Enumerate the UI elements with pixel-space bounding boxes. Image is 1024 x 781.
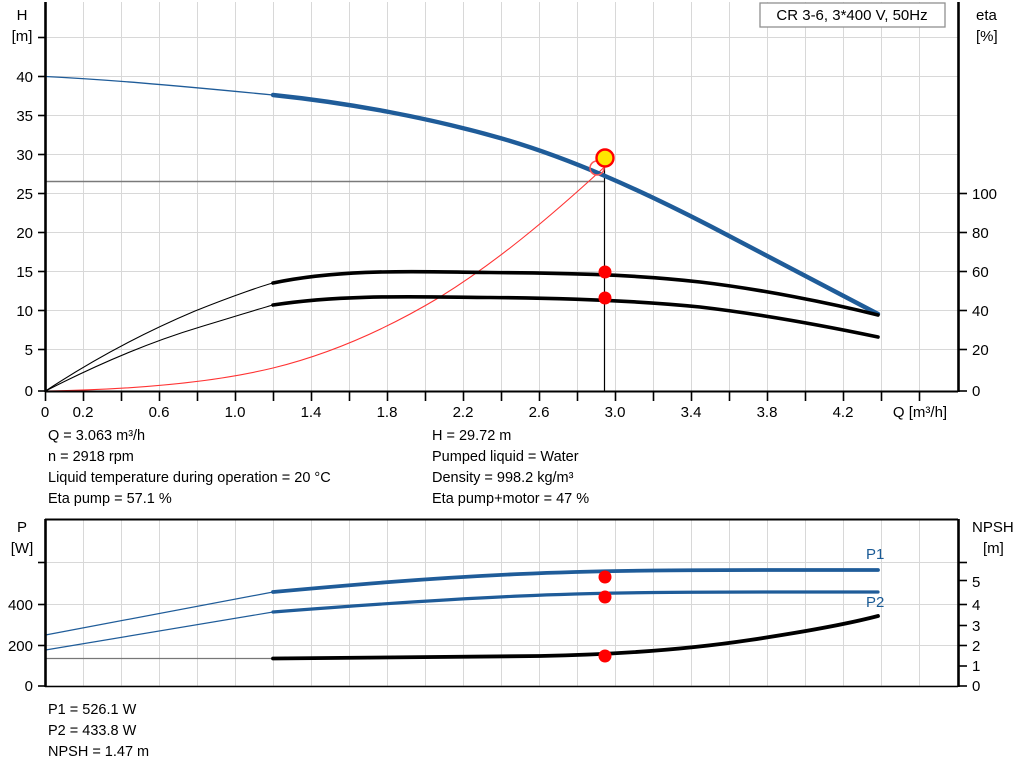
title-box-label: CR 3-6, 3*400 V, 50Hz (776, 7, 927, 24)
q-tick-3-0: 3.0 (605, 404, 626, 421)
info-right-line-3: Density = 998.2 kg/m³ (432, 470, 574, 486)
q-tick-2-6: 2.6 (529, 404, 550, 421)
p1-curve (271, 568, 880, 594)
head-tick-20: 20 (16, 225, 33, 242)
head-tick-15: 15 (16, 264, 33, 281)
power-axis-title-unit: [W] (11, 540, 34, 557)
info-left-line-3: Liquid temperature during operation = 20… (48, 470, 331, 486)
eta-pump-marker[interactable] (598, 265, 612, 279)
head-chart-x-axis-ticks (44, 392, 921, 401)
head-tick-5: 5 (25, 342, 33, 359)
head-tick-30: 30 (16, 147, 33, 164)
eta-pump-curve-main (271, 269, 880, 317)
npsh-tick-4: 4 (972, 597, 980, 614)
q-tick-4-2: 4.2 (833, 404, 854, 421)
q-tick-3-4: 3.4 (681, 404, 702, 421)
power-info-line-1: P1 = 526.1 W (48, 702, 137, 718)
eta-tick-80: 80 (972, 225, 989, 242)
eta-pump-curve-thin (45, 282, 274, 392)
p1-marker[interactable] (598, 570, 612, 584)
eta-tick-100: 100 (972, 186, 997, 203)
head-axis-title-unit: [m] (12, 28, 33, 45)
power-info-line-2: P2 = 433.8 W (48, 723, 137, 739)
head-chart-vertical-gridlines (83, 2, 920, 392)
npsh-axis-title-unit: [m] (983, 540, 1004, 557)
head-curve (270, 92, 881, 317)
q-tick-0-2: 0.2 (73, 404, 94, 421)
power-chart: P1 P2 P [W] NPSH [m] 4 0 (8, 518, 1014, 695)
power-chart-left-axis-ticks (38, 561, 45, 687)
q-tick-1-4: 1.4 (301, 404, 322, 421)
system-curve (45, 166, 605, 392)
npsh-axis-title-name: NPSH (972, 519, 1014, 536)
power-tick-400: 400 (8, 597, 33, 614)
power-tick-200: 200 (8, 638, 33, 655)
power-axis-title-name: P (17, 519, 27, 536)
eta-tick-40: 40 (972, 303, 989, 320)
head-chart-left-axis-ticks (38, 36, 45, 392)
head-tick-25: 25 (16, 186, 33, 203)
q-axis-label: Q [m³/h] (893, 404, 947, 421)
npsh-tick-2: 2 (972, 638, 980, 655)
info-left-line-1: Q = 3.063 m³/h (48, 428, 145, 444)
p2-curve-label: P2 (866, 594, 884, 611)
npsh-marker[interactable] (598, 649, 612, 663)
power-tick-0: 0 (25, 678, 33, 695)
eta-axis-title-name: eta (976, 7, 998, 24)
info-right-line-2: Pumped liquid = Water (432, 449, 579, 465)
eta-tick-0: 0 (972, 383, 980, 400)
power-chart-right-axis-ticks (959, 561, 967, 687)
title-box (759, 2, 946, 28)
p1-curve-label: P1 (866, 546, 884, 563)
eta-tick-60: 60 (972, 264, 989, 281)
info-left-line-4: Eta pump = 57.1 % (48, 491, 172, 507)
power-info-line-3: NPSH = 1.47 m (48, 744, 149, 760)
head-axis-title-name: H (17, 7, 28, 24)
head-tick-10: 10 (16, 303, 33, 320)
power-chart-vertical-gridlines (83, 519, 920, 686)
duty-info-block: Q = 3.063 m³/h n = 2918 rpm Liquid tempe… (48, 428, 589, 507)
npsh-tick-1: 1 (972, 658, 980, 675)
q-tick-0: 0 (41, 404, 49, 421)
npsh-tick-0: 0 (972, 678, 980, 695)
head-tick-40: 40 (16, 69, 33, 86)
duty-point-marker[interactable] (595, 148, 615, 168)
p2-curve (271, 590, 880, 614)
p2-marker[interactable] (598, 590, 612, 604)
p1-curve-thin (45, 591, 274, 636)
p2-curve-thin (45, 611, 274, 651)
info-left-line-2: n = 2918 rpm (48, 449, 134, 465)
head-tick-0: 0 (25, 383, 33, 400)
q-tick-2-2: 2.2 (453, 404, 474, 421)
head-chart: H [m] 40 35 30 25 20 15 10 5 0 eta [%] 1… (12, 2, 998, 421)
info-right-line-1: H = 29.72 m (432, 428, 511, 444)
npsh-tick-3: 3 (972, 618, 980, 635)
q-tick-0-6: 0.6 (149, 404, 170, 421)
info-right-line-4: Eta pump+motor = 47 % (432, 491, 589, 507)
eta-pump-motor-marker[interactable] (598, 291, 612, 305)
eta-tick-20: 20 (972, 342, 989, 359)
npsh-curve (271, 614, 880, 661)
q-tick-3-8: 3.8 (757, 404, 778, 421)
head-chart-right-axis-ticks (959, 192, 967, 392)
q-tick-1-0: 1.0 (225, 404, 246, 421)
power-info-block: P1 = 526.1 W P2 = 433.8 W NPSH = 1.47 m (48, 702, 149, 760)
eta-pump-motor-curve-thin (45, 304, 274, 392)
head-curve-thin (45, 75, 274, 96)
q-tick-1-8: 1.8 (377, 404, 398, 421)
eta-axis-title-unit: [%] (976, 28, 998, 45)
npsh-tick-5: 5 (972, 574, 980, 591)
head-tick-35: 35 (16, 108, 33, 125)
eta-pump-motor-curve-main (271, 294, 880, 339)
